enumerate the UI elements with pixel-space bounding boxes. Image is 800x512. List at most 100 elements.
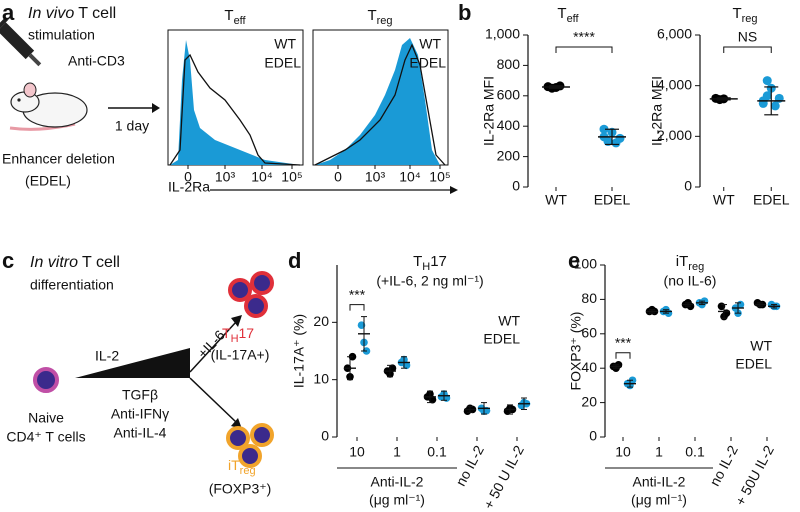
x-tick-label: 10³	[215, 169, 236, 185]
legend-entry: EDEL	[483, 331, 520, 347]
subset-label-part: T	[222, 325, 231, 341]
chart-title-part: eff	[567, 13, 580, 25]
arrow-head	[152, 103, 160, 113]
il2-wedge	[75, 348, 190, 378]
chart-title-part: T	[557, 5, 566, 22]
mouse	[9, 82, 88, 131]
subset-label: iTreg	[228, 457, 256, 477]
significance-bracket	[349, 304, 365, 311]
histogram-title: Teff	[224, 7, 246, 27]
x-tick-label: no IL-2	[706, 442, 741, 488]
cytokine: TGFβ	[122, 387, 158, 403]
cell	[238, 444, 262, 468]
y-tick-label: 1,000	[485, 26, 520, 42]
x-tick-label: EDEL	[753, 192, 790, 208]
drug-label: Anti-CD3	[68, 53, 125, 69]
y-tick-label: 0	[684, 178, 692, 194]
x-tick-label: 10⁵	[281, 169, 302, 185]
panel-label: a	[2, 0, 15, 25]
data-point	[615, 133, 625, 143]
subset-label-part: 17	[239, 325, 255, 341]
histogram-wt	[169, 53, 301, 166]
cell	[244, 294, 268, 318]
group-label: (μg ml⁻¹)	[369, 492, 425, 508]
y-tick-label: 40	[581, 359, 597, 375]
syringe-tip	[28, 53, 42, 67]
group-label: Anti-IL-2	[633, 474, 686, 490]
y-tick-label: 0	[512, 178, 520, 194]
legend-entry: WT	[498, 313, 520, 329]
panel-label: d	[288, 248, 301, 273]
x-tick-label: 0	[184, 169, 192, 185]
significance-bracket	[555, 46, 613, 53]
y-tick-label: 600	[497, 87, 521, 103]
panel-label: c	[2, 248, 14, 273]
x-tick-label: 10³	[365, 169, 386, 185]
chart-title: iTreg	[676, 253, 704, 273]
data-point	[762, 76, 772, 86]
data-point	[428, 395, 437, 404]
y-tick-label: 20	[313, 313, 329, 329]
arrow	[189, 321, 237, 373]
subset-label: TH17	[222, 325, 254, 345]
subset-marker: (FOXP3⁺)	[209, 481, 272, 497]
cell	[250, 423, 274, 447]
arrow-head	[231, 315, 242, 327]
x-tick-label: 10⁴	[399, 169, 421, 185]
mouse-ear	[23, 82, 37, 98]
cytokine: IL-2	[95, 348, 119, 364]
histogram-title-part: T	[367, 7, 376, 24]
heading-part: In vitro	[30, 254, 78, 271]
subset-marker: (IL-17A+)	[211, 347, 270, 363]
y-tick-label: 0	[321, 428, 329, 444]
chart-subtitle: (no IL-6)	[664, 273, 717, 289]
cell-label: CD4⁺ T cells	[6, 429, 85, 445]
histogram-edel	[315, 38, 440, 165]
chart-title-part: T	[732, 5, 741, 22]
x-axis-label: IL-2Ra	[168, 179, 210, 195]
significance: ***	[349, 286, 366, 302]
y-axis-label: IL-2Ra MFI	[649, 76, 665, 146]
y-tick-label: 60	[581, 325, 597, 341]
chart-title: TH17	[413, 253, 447, 273]
x-tick-label: 0.1	[685, 444, 705, 460]
mouse-label: Enhancer deletion	[2, 151, 115, 167]
x-tick-label: WT	[545, 192, 567, 208]
x-tick-label: 10⁵	[429, 169, 450, 185]
data-point	[599, 124, 609, 134]
cell	[226, 426, 250, 450]
chart-title-part: H	[422, 261, 430, 273]
chart-title-part: iT	[676, 253, 689, 270]
data-point	[603, 136, 613, 146]
y-tick-label: 400	[497, 117, 521, 133]
data-point	[357, 321, 366, 330]
y-tick-label: 6,000	[657, 26, 692, 42]
histogram-title: Treg	[367, 7, 392, 27]
x-tick-label: 10	[615, 444, 631, 460]
significance: ***	[615, 334, 632, 350]
histogram-title-part: T	[224, 7, 233, 24]
x-tick-label: WT	[713, 192, 735, 208]
arrow-label: 1 day	[115, 118, 149, 134]
legend-entry: WT	[274, 36, 296, 52]
significance: NS	[738, 29, 757, 45]
y-tick-label: 2,000	[657, 127, 692, 143]
y-tick-label: 0	[589, 428, 597, 444]
heading-part: T cell	[82, 254, 120, 271]
y-tick-label: 200	[497, 147, 521, 163]
legend-entry: EDEL	[735, 356, 772, 372]
histogram-edel	[170, 40, 300, 165]
chart-title: Treg	[732, 5, 757, 25]
chart-title-part: T	[413, 253, 422, 270]
subset-label-part: reg	[240, 465, 256, 477]
x-tick-label: + 50 U IL-2	[480, 442, 527, 511]
legend-entry: EDEL	[264, 55, 301, 71]
legend-entry: EDEL	[409, 55, 446, 71]
cell	[250, 271, 274, 295]
significance-bracket	[615, 352, 631, 359]
subset-label-part: H	[231, 333, 239, 345]
chart-title-part: 17	[430, 253, 447, 270]
x-tick-label: 1	[393, 444, 401, 460]
data-point	[770, 101, 780, 111]
